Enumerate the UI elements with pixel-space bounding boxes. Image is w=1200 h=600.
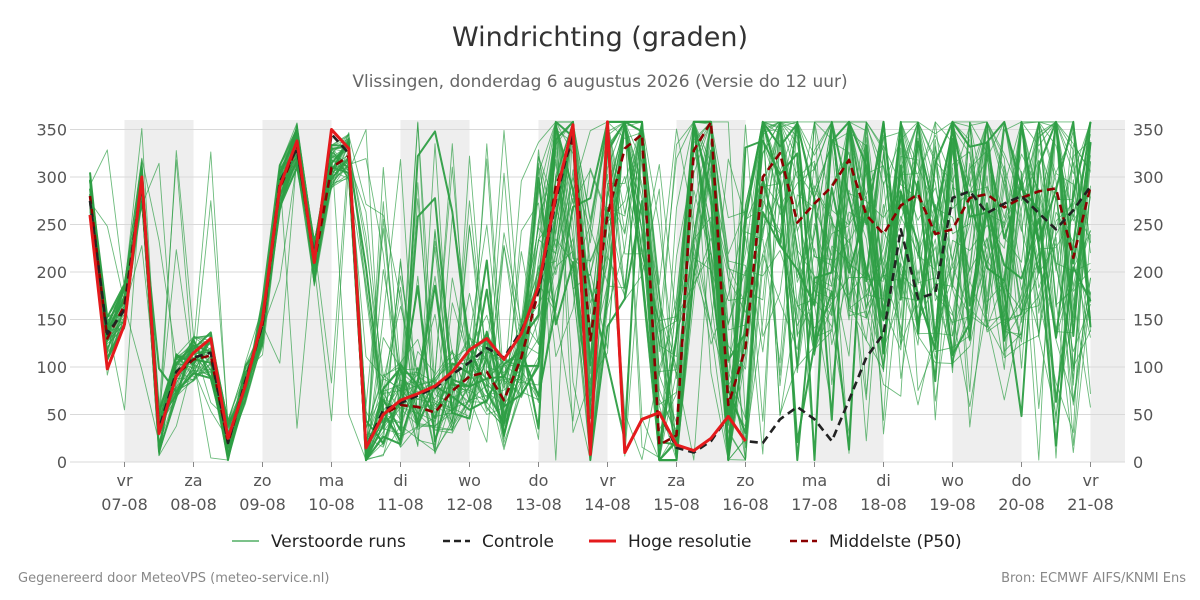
- x-tick-date: 10-08: [308, 495, 355, 514]
- chart-subtitle: Vlissingen, donderdag 6 augustus 2026 (V…: [352, 72, 848, 92]
- x-tick-day: vr: [599, 471, 615, 490]
- ensemble-member-line: [89, 120, 1092, 462]
- y-axis-left: 0 50 100 150 200 250 300 350: [36, 121, 67, 473]
- x-tick-date: 15-08: [653, 495, 700, 514]
- x-axis: vr 07-08 za 08-08 zo 09-08 ma 10-08 di 11-08 wo 12-…: [101, 462, 1114, 514]
- x-tick-date: 17-08: [791, 495, 838, 514]
- y-tick-label-left: 200: [36, 263, 67, 282]
- x-tick-day: zo: [253, 471, 271, 490]
- x-tick-date: 13-08: [515, 495, 562, 514]
- x-tick-date: 20-08: [998, 495, 1045, 514]
- footer-generated-by: Gegenereerd door MeteoVPS (meteo-service…: [18, 571, 330, 586]
- x-tick-day: ma: [319, 471, 344, 490]
- x-tick-date: 14-08: [584, 495, 631, 514]
- x-tick-date: 11-08: [377, 495, 424, 514]
- ensemble-member-line: [89, 121, 1091, 461]
- y-tick-label-left: 150: [36, 311, 67, 330]
- y-tick-label-right: 100: [1133, 358, 1164, 377]
- y-tick-label-left: 300: [36, 168, 67, 187]
- x-tick-date: 12-08: [446, 495, 493, 514]
- x-tick-day: zo: [736, 471, 754, 490]
- x-tick-date: 19-08: [929, 495, 976, 514]
- chart-title: Windrichting (graden): [451, 22, 749, 53]
- y-tick-label-right: 250: [1133, 216, 1164, 235]
- x-tick-day: do: [529, 471, 549, 490]
- legend-label: Verstoorde runs: [271, 532, 406, 552]
- x-tick-day: di: [876, 471, 891, 490]
- x-tick-day: ma: [802, 471, 827, 490]
- x-tick-date: 08-08: [170, 495, 217, 514]
- x-tick-date: 21-08: [1067, 495, 1114, 514]
- x-tick-day: wo: [458, 471, 481, 490]
- y-tick-label-left: 250: [36, 216, 67, 235]
- series-line-hoge-resolutie: [88, 120, 747, 456]
- y-axis-right: 0 50 100 150 200 250 300 350: [1133, 121, 1164, 473]
- y-tick-label-right: 300: [1133, 168, 1164, 187]
- legend-label: Controle: [482, 532, 554, 552]
- y-tick-label-left: 100: [36, 358, 67, 377]
- x-tick-date: 18-08: [860, 495, 907, 514]
- main-series-lines: [88, 120, 1092, 456]
- y-tick-label-right: 350: [1133, 121, 1164, 140]
- x-tick-day: za: [667, 471, 685, 490]
- x-tick-date: 07-08: [101, 495, 148, 514]
- y-tick-label-right: 0: [1133, 453, 1143, 472]
- x-tick-day: za: [184, 471, 202, 490]
- legend-label: Hoge resolutie: [628, 532, 752, 552]
- legend-label: Middelste (P50): [829, 532, 962, 552]
- y-tick-label-left: 350: [36, 121, 67, 140]
- x-tick-date: 09-08: [239, 495, 286, 514]
- x-tick-day: di: [393, 471, 408, 490]
- x-tick-day: vr: [116, 471, 132, 490]
- x-tick-date: 16-08: [722, 495, 769, 514]
- y-tick-label-right: 200: [1133, 263, 1164, 282]
- x-tick-day: do: [1012, 471, 1032, 490]
- shaded-day-band: [1090, 120, 1125, 462]
- x-tick-day: vr: [1082, 471, 1098, 490]
- y-tick-label-left: 0: [57, 453, 67, 472]
- x-tick-day: wo: [941, 471, 964, 490]
- footer-source: Bron: ECMWF AIFS/KNMI Ens: [1001, 571, 1186, 586]
- ensemble-member-line: [89, 121, 1091, 461]
- y-tick-label-right: 50: [1133, 406, 1153, 425]
- ensemble-member-line: [89, 121, 1091, 461]
- legend: Verstoorde runs Controle Hoge resolutie Mid…: [232, 532, 962, 552]
- y-tick-label-left: 50: [47, 406, 67, 425]
- y-tick-label-right: 150: [1133, 311, 1164, 330]
